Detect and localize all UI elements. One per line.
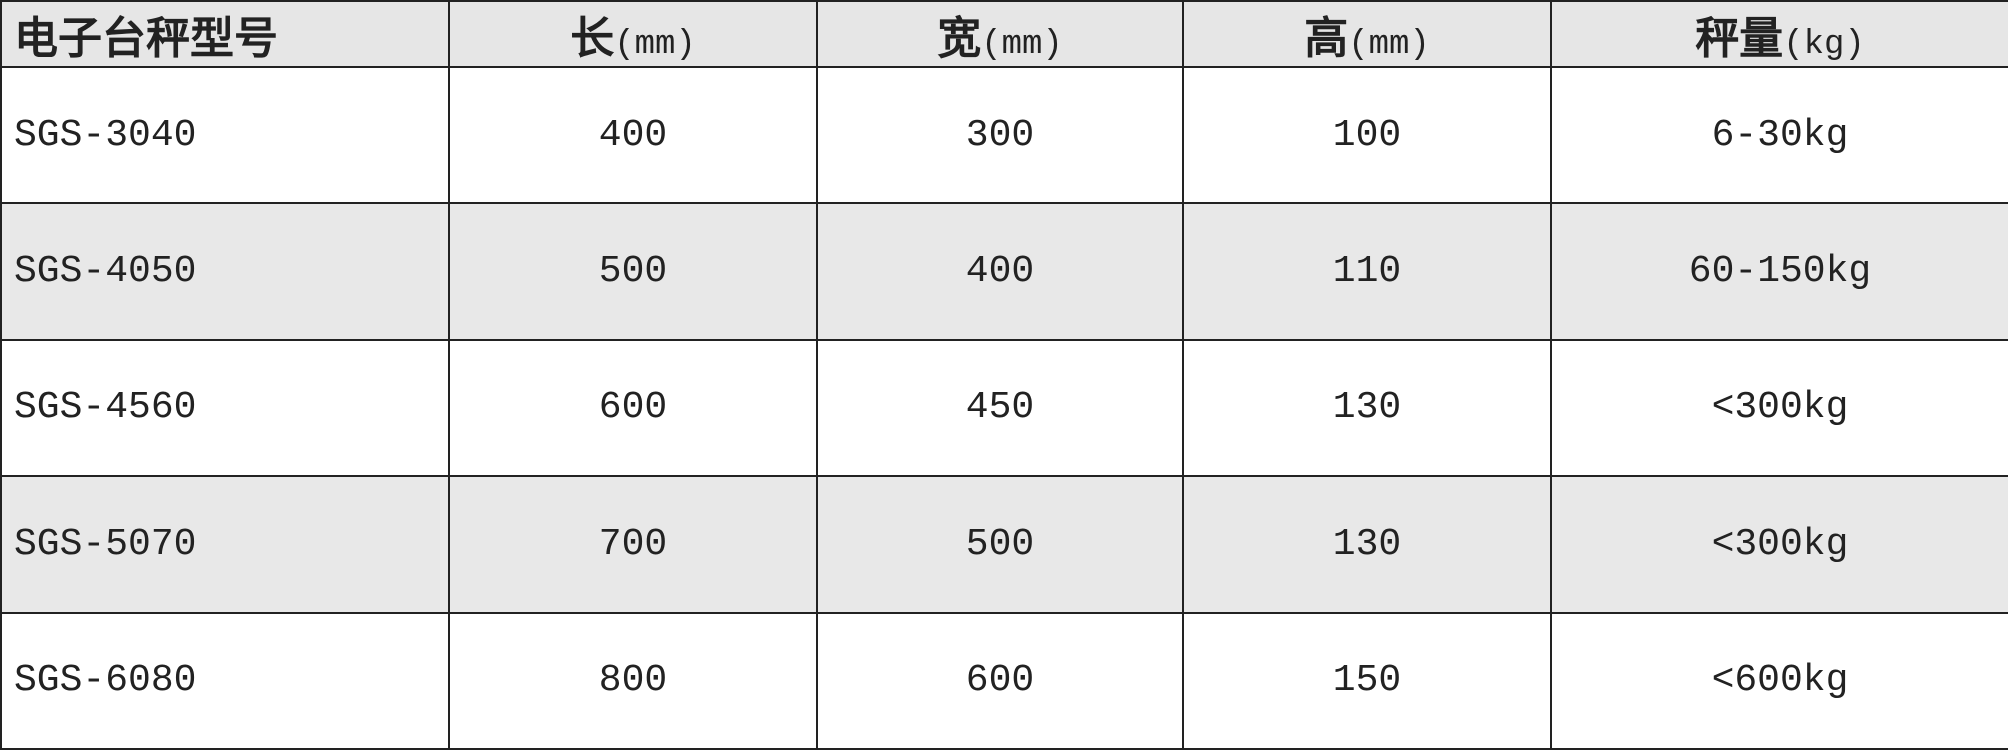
cell-length: 500 xyxy=(448,202,818,341)
cell-width: 400 xyxy=(816,202,1184,341)
cell-height: 130 xyxy=(1182,338,1552,478)
table-row: SGS-6080 800 600 150 <600kg xyxy=(0,611,2008,750)
header-label: 电子台秤型号 xyxy=(14,13,278,64)
table-row: SGS-3040 400 300 100 6-30kg xyxy=(0,65,2008,205)
header-row: 电子台秤型号 长(mm) 宽(mm) 高(mm) 秤量(kg) xyxy=(0,0,2008,68)
cell-length: 700 xyxy=(448,475,818,614)
cell-capacity: 6-30kg xyxy=(1550,65,2008,205)
cell-capacity: 60-150kg xyxy=(1550,202,2008,341)
header-label: 秤量 xyxy=(1695,13,1784,64)
header-capacity: 秤量(kg) xyxy=(1550,0,2008,68)
cell-width: 600 xyxy=(816,611,1184,750)
header-label: 长 xyxy=(570,13,615,64)
table-row: SGS-4560 600 450 130 <300kg xyxy=(0,338,2008,478)
cell-model: SGS-5070 xyxy=(0,475,450,614)
cell-model: SGS-4050 xyxy=(0,202,450,341)
table-row: SGS-5070 700 500 130 <300kg xyxy=(0,475,2008,614)
cell-length: 400 xyxy=(448,65,818,205)
cell-capacity: <600kg xyxy=(1550,611,2008,750)
header-label: 宽 xyxy=(937,13,982,64)
cell-width: 450 xyxy=(816,338,1184,478)
cell-height: 110 xyxy=(1182,202,1552,341)
header-unit: (mm) xyxy=(981,26,1063,64)
cell-width: 300 xyxy=(816,65,1184,205)
header-model: 电子台秤型号 xyxy=(0,0,450,68)
cell-width: 500 xyxy=(816,475,1184,614)
cell-height: 150 xyxy=(1182,611,1552,750)
header-height: 高(mm) xyxy=(1182,0,1552,68)
header-width: 宽(mm) xyxy=(816,0,1184,68)
cell-length: 600 xyxy=(448,338,818,478)
cell-capacity: <300kg xyxy=(1550,475,2008,614)
header-unit: (mm) xyxy=(614,26,696,64)
cell-model: SGS-3040 xyxy=(0,65,450,205)
cell-length: 800 xyxy=(448,611,818,750)
cell-height: 100 xyxy=(1182,65,1552,205)
header-unit: (mm) xyxy=(1348,26,1430,64)
header-label: 高 xyxy=(1304,13,1349,64)
header-unit: (kg) xyxy=(1783,26,1865,64)
table-row: SGS-4050 500 400 110 60-150kg xyxy=(0,202,2008,341)
cell-model: SGS-4560 xyxy=(0,338,450,478)
cell-capacity: <300kg xyxy=(1550,338,2008,478)
cell-height: 130 xyxy=(1182,475,1552,614)
cell-model: SGS-6080 xyxy=(0,611,450,750)
header-length: 长(mm) xyxy=(448,0,818,68)
